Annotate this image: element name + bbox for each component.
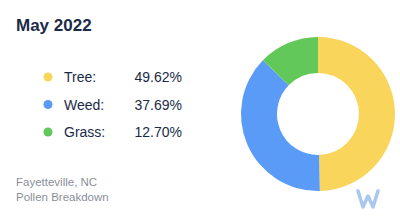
legend-value: 12.70% (135, 124, 182, 140)
annotation: Fayetteville, NC (16, 176, 97, 188)
chart: May 2022 Tree: 49.62% Weed: 37.69% Grass: 12.7… (0, 0, 400, 224)
legend-swatch (44, 128, 53, 137)
legend-label: Grass: (64, 124, 105, 140)
legend-value: 49.62% (135, 69, 182, 85)
logo (358, 191, 378, 207)
legend-label: Weed: (64, 97, 104, 113)
annotation: Pollen Breakdown (16, 191, 109, 203)
legend-label: Tree: (64, 69, 96, 85)
donut (241, 37, 395, 191)
title: May 2022 (16, 16, 92, 35)
slice (263, 37, 318, 85)
legend: Tree: 49.62% Weed: 37.69% Grass: 12.70% (44, 69, 183, 140)
legend-swatch (44, 73, 53, 82)
legend-swatch (44, 100, 53, 109)
legend-value: 37.69% (135, 97, 182, 113)
slice (318, 37, 395, 191)
slice (241, 60, 320, 191)
